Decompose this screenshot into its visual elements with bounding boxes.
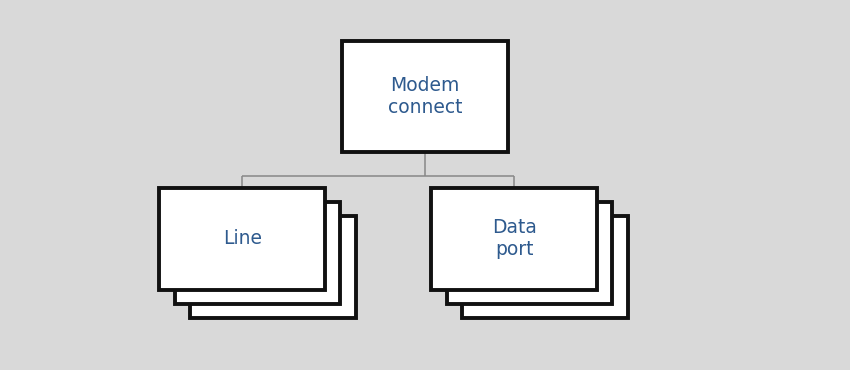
Bar [446, 202, 612, 303]
Bar [431, 188, 597, 289]
Bar [174, 202, 340, 303]
Text: Line: Line [223, 229, 262, 248]
Bar [462, 216, 627, 317]
Bar [342, 41, 507, 152]
Bar [190, 216, 355, 317]
Text: Modem
connect: Modem connect [388, 76, 462, 117]
Text: Data
port: Data port [492, 218, 536, 259]
Bar [159, 188, 325, 289]
